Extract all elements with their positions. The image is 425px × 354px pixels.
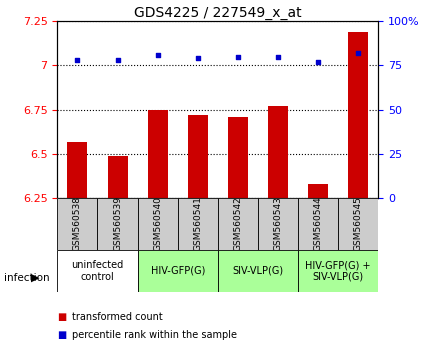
Bar [138, 198, 178, 250]
Bar [68, 142, 88, 198]
Point [235, 54, 241, 59]
Text: GSM560542: GSM560542 [233, 196, 242, 251]
Text: GSM560541: GSM560541 [193, 196, 202, 251]
Bar [57, 250, 138, 292]
Point [314, 59, 321, 65]
Text: percentile rank within the sample: percentile rank within the sample [72, 330, 237, 339]
Bar [258, 198, 298, 250]
Text: infection: infection [4, 273, 50, 283]
Bar [188, 115, 208, 198]
Bar [338, 198, 378, 250]
Text: HIV-GFP(G) +
SIV-VLP(G): HIV-GFP(G) + SIV-VLP(G) [306, 260, 371, 282]
Text: ▶: ▶ [31, 273, 39, 283]
Bar [348, 32, 368, 198]
Text: ■: ■ [57, 330, 67, 339]
Point [194, 56, 201, 61]
Title: GDS4225 / 227549_x_at: GDS4225 / 227549_x_at [134, 6, 302, 20]
Text: SIV-VLP(G): SIV-VLP(G) [232, 266, 283, 276]
Bar [218, 198, 258, 250]
Bar [228, 117, 248, 198]
Point [114, 57, 121, 63]
Text: GSM560544: GSM560544 [314, 196, 323, 251]
Text: GSM560539: GSM560539 [113, 196, 122, 251]
Bar [308, 184, 328, 198]
Text: uninfected
control: uninfected control [71, 260, 124, 282]
Bar [298, 198, 338, 250]
Text: ■: ■ [57, 312, 67, 322]
Text: GSM560538: GSM560538 [73, 196, 82, 251]
Text: GSM560545: GSM560545 [354, 196, 363, 251]
Bar [147, 110, 168, 198]
Bar [298, 250, 378, 292]
Point [154, 52, 161, 58]
Bar [57, 198, 97, 250]
Bar [138, 250, 218, 292]
Point [74, 57, 81, 63]
Text: HIV-GFP(G): HIV-GFP(G) [150, 266, 205, 276]
Text: GSM560543: GSM560543 [273, 196, 283, 251]
Bar [108, 156, 128, 198]
Point [275, 54, 281, 59]
Bar [97, 198, 138, 250]
Text: GSM560540: GSM560540 [153, 196, 162, 251]
Text: transformed count: transformed count [72, 312, 163, 322]
Bar [268, 106, 288, 198]
Bar [178, 198, 218, 250]
Bar [218, 250, 298, 292]
Point [355, 50, 362, 56]
